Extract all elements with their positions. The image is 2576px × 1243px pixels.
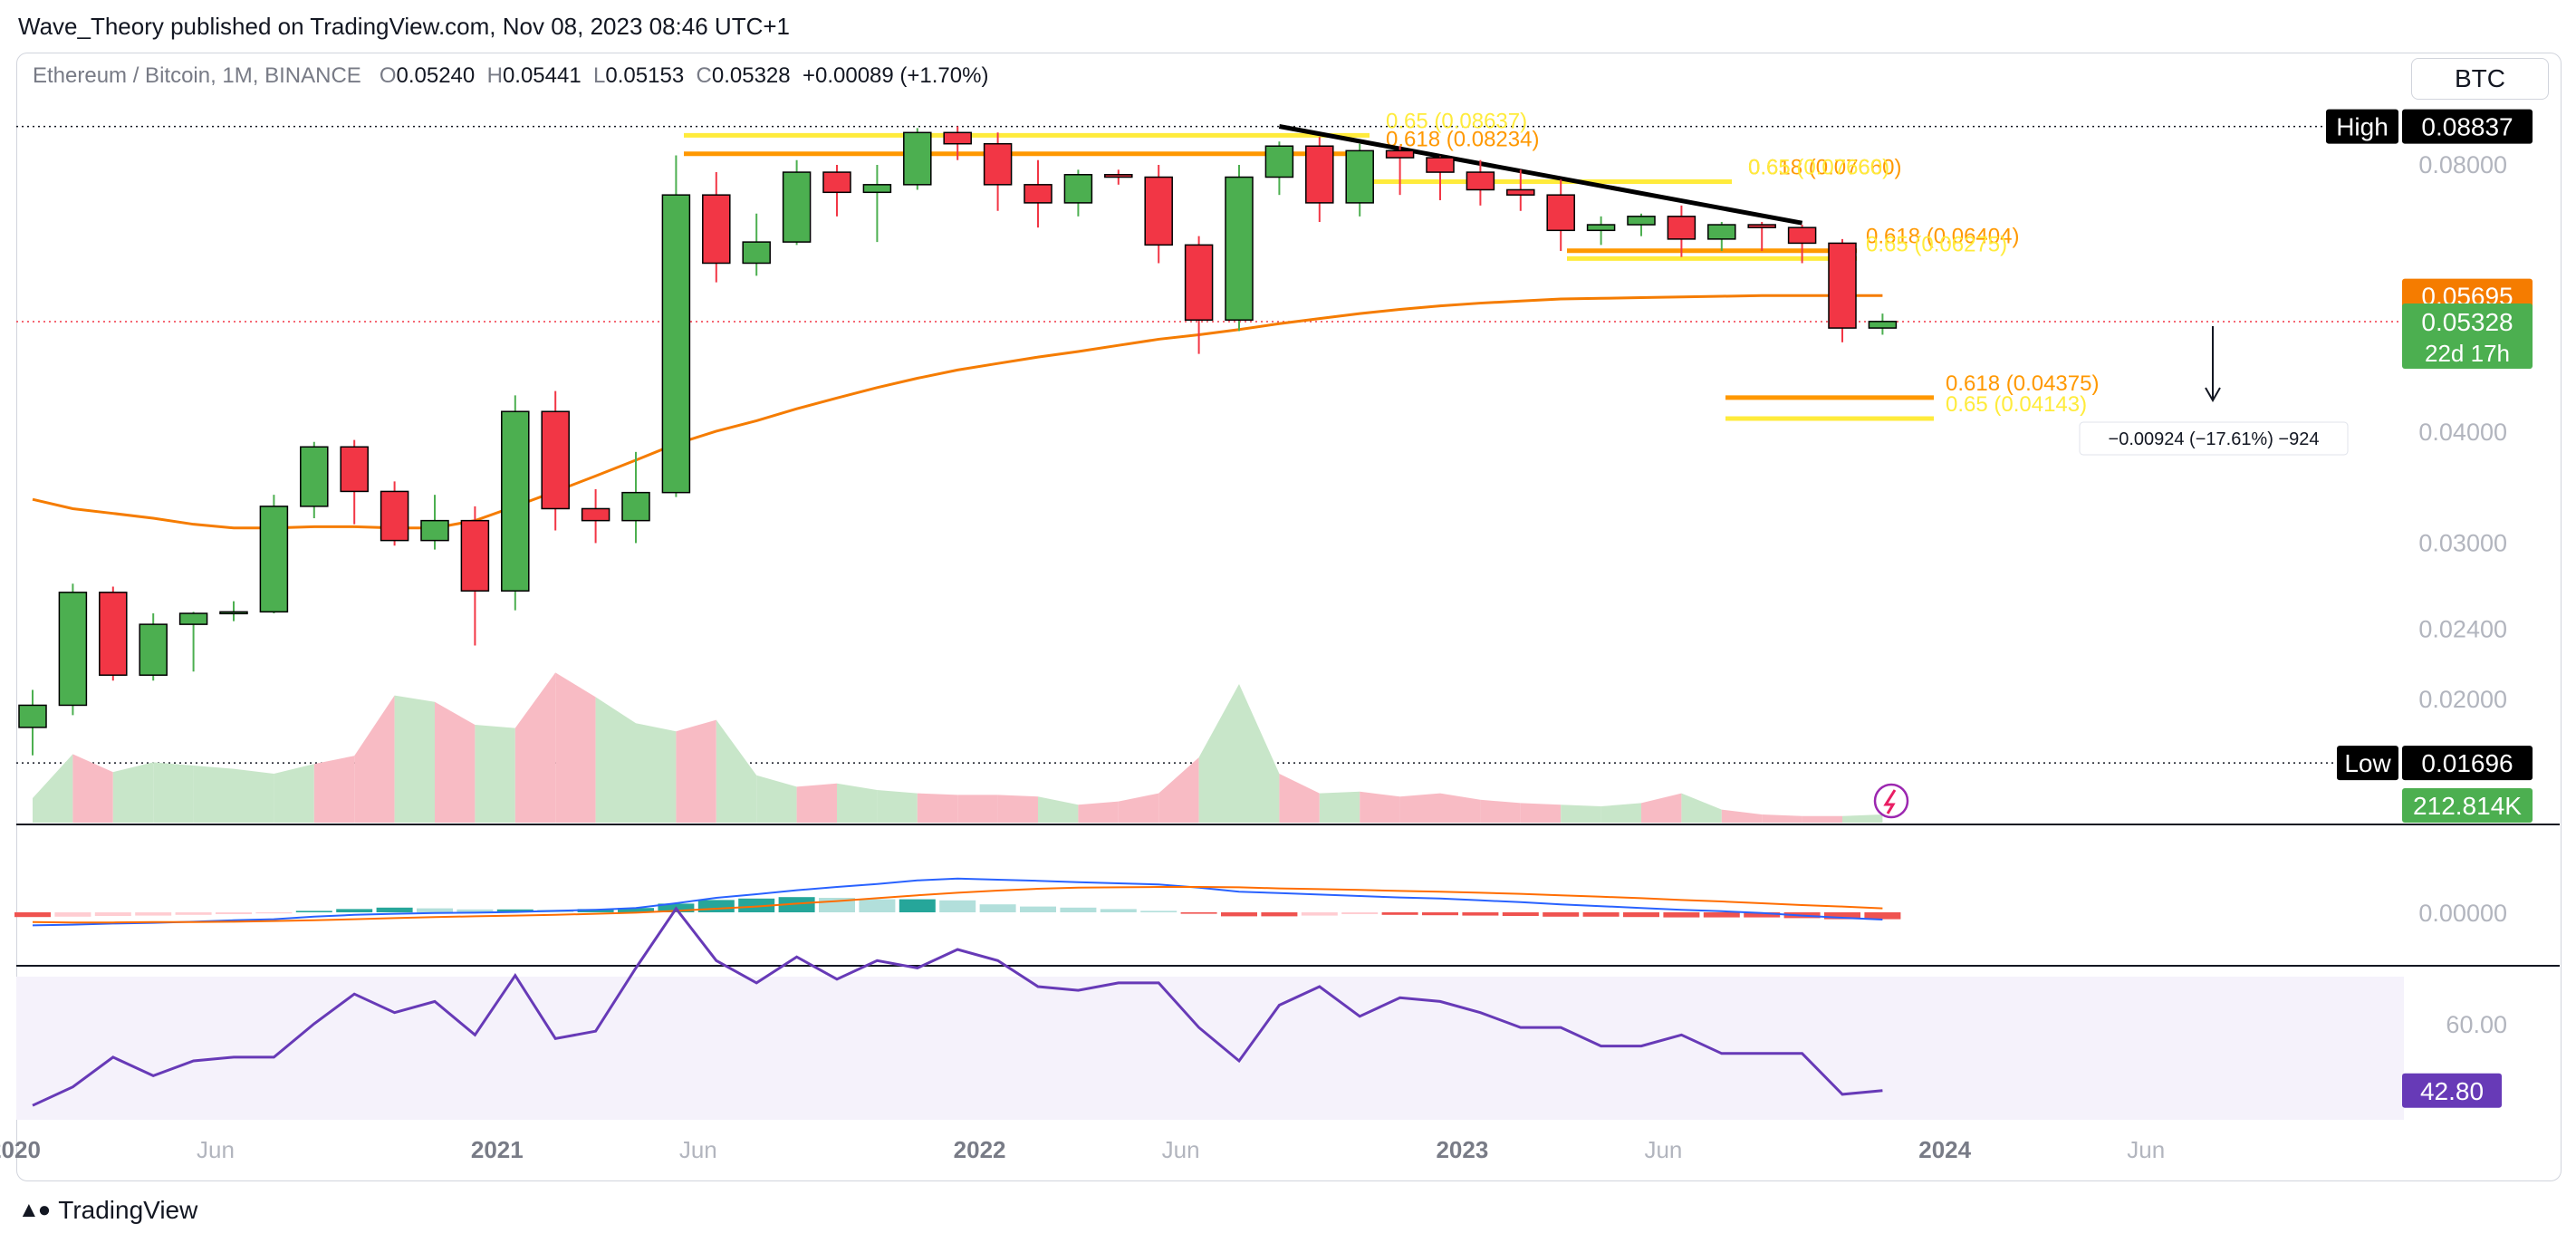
publisher-line: Wave_Theory published on TradingView.com… <box>18 13 790 40</box>
footer-brand-text: TradingView <box>58 1196 198 1224</box>
open-value: 0.05240 <box>396 63 476 88</box>
high-value: 0.05441 <box>502 63 582 88</box>
chart-frame <box>16 53 2562 1181</box>
close-label: C <box>696 63 712 88</box>
high-label: H <box>486 63 503 88</box>
currency-button[interactable]: BTC <box>2411 58 2549 100</box>
symbol-name[interactable]: Ethereum / Bitcoin, 1M, BINANCE <box>33 63 361 88</box>
low-value: 0.05153 <box>605 63 685 88</box>
change-value: +0.00089 (+1.70%) <box>802 63 989 88</box>
tradingview-logo-icon: ▲● <box>18 1198 51 1222</box>
close-value: 0.05328 <box>711 63 791 88</box>
symbol-ohlc-bar: Ethereum / Bitcoin, 1M, BINANCE O0.05240… <box>33 63 988 89</box>
low-label: L <box>593 63 606 88</box>
open-label: O <box>379 63 397 88</box>
footer-brand: ▲● TradingView <box>18 1196 197 1225</box>
